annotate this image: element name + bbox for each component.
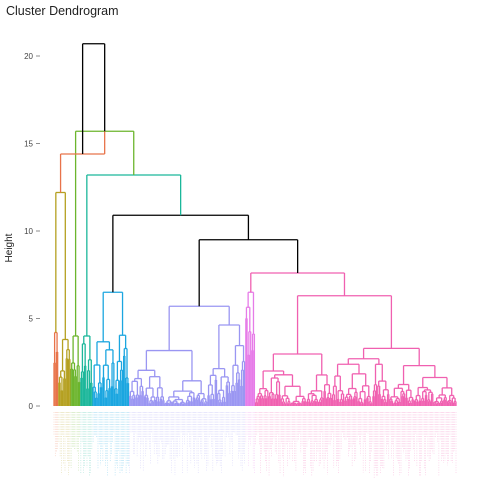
y-tick-label: 5: [29, 315, 34, 324]
y-tick-label: 20: [24, 52, 33, 61]
y-axis: 0 5 10 15 20: [24, 52, 40, 411]
dendrogram-tree: [53, 43, 457, 406]
y-tick-label: 0: [29, 402, 34, 411]
y-tick-label: 15: [24, 140, 33, 149]
chart-title: Cluster Dendrogram: [6, 4, 119, 18]
y-tick-label: 10: [24, 227, 33, 236]
leaf-labels: [53, 412, 457, 478]
y-axis-label: Height: [4, 233, 15, 262]
